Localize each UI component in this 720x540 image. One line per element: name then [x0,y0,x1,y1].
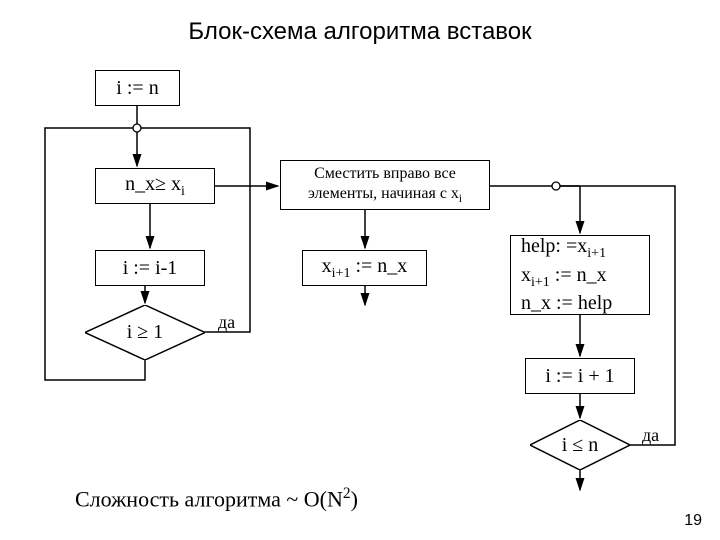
node-compare: n_x≥ xi [95,168,215,204]
node-decr-text: i := i-1 [123,256,178,281]
node-incr-text: i := i + 1 [545,364,614,389]
node-shift: Cместить вправо все элементы, начиная с … [280,160,490,210]
node-init-text: i := n [116,76,158,101]
edge-label-da-2: да [642,425,659,446]
flowchart-canvas: Блок-схема алгоритма вставок i := n n_x≥… [0,0,720,540]
decision-i-le-n-text: i ≤ n [562,434,599,457]
complexity-text: Сложность алгоритма ~ O(N2) [75,485,358,512]
decision-i-le-n: i ≤ n [530,420,630,470]
decision-i-ge-1: i ≥ 1 [85,305,205,360]
edge-label-da-1: да [218,312,235,333]
node-help-text: help: =xi+1 xi+1 := n_x n_x := help [521,234,612,316]
node-init: i := n [95,70,180,106]
page-title: Блок-схема алгоритма вставок [0,18,720,46]
node-incr: i := i + 1 [525,358,635,394]
node-shift-text: Cместить вправо все элементы, начиная с … [308,164,462,206]
node-assign-x: xi+1 := n_x [302,250,427,286]
node-assign-x-text: xi+1 := n_x [322,254,408,283]
page-number: 19 [684,512,702,530]
node-decr: i := i-1 [95,250,205,286]
node-compare-text: n_x≥ xi [125,172,185,201]
decision-i-ge-1-text: i ≥ 1 [127,321,164,344]
node-help: help: =xi+1 xi+1 := n_x n_x := help [510,235,650,315]
